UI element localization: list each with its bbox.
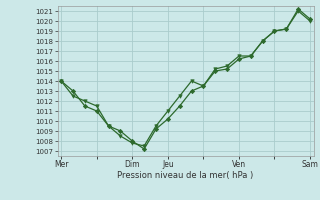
X-axis label: Pression niveau de la mer( hPa ): Pression niveau de la mer( hPa )	[117, 171, 254, 180]
